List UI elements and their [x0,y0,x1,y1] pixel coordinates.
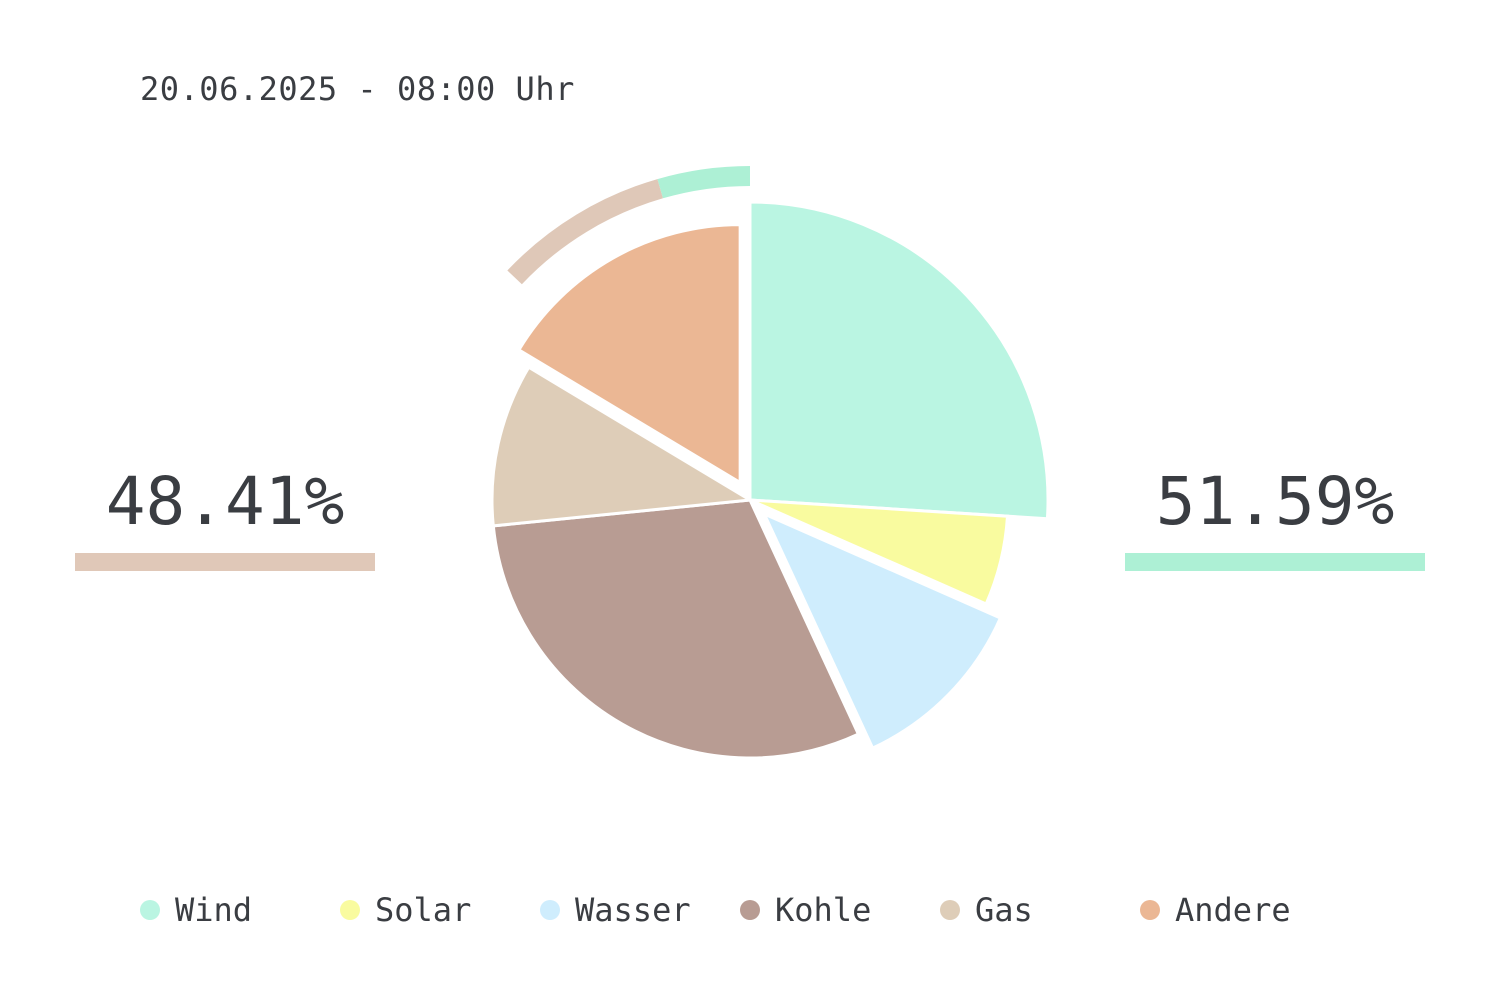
legend-item-solar: Solar [340,890,471,930]
outer-arc-renewable [657,166,751,199]
chart-legend: Wind Solar Wasser Kohle Gas Andere [140,890,1400,930]
legend-label: Kohle [775,891,872,929]
pie-slice-kohle [491,498,861,760]
pie-slice-gas [490,365,755,528]
legend-swatch [740,900,760,920]
legend-swatch [540,900,560,920]
legend-swatch [140,900,160,920]
pie-slice-andere [516,223,742,486]
legend-item-wind: Wind [140,890,252,930]
legend-label: Solar [375,891,472,929]
legend-item-wasser: Wasser [540,890,691,930]
legend-item-kohle: Kohle [740,890,871,930]
legend-item-andere: Andere [1140,890,1291,930]
legend-swatch [340,900,360,920]
legend-item-gas: Gas [940,890,1033,930]
fossil-share-value: 48.41% [105,463,345,540]
legend-label: Andere [1175,891,1291,929]
outer-arc-fossil [507,179,663,285]
renewable-share-value: 51.59% [1155,463,1395,540]
renewable-share-stat: 51.59% [1125,462,1425,571]
legend-label: Wind [175,891,253,929]
pie-slice-wasser [761,511,1003,751]
pie-slice-solar [749,498,1010,606]
renewable-share-bar [1125,553,1425,571]
legend-label: Wasser [575,891,691,929]
legend-swatch [940,900,960,920]
pie-slice-wind [748,200,1050,521]
legend-label: Gas [975,891,1033,929]
timestamp: 20.06.2025 - 08:00 Uhr [140,70,575,108]
fossil-share-stat: 48.41% [75,462,375,571]
fossil-share-bar [75,553,375,571]
legend-swatch [1140,900,1160,920]
